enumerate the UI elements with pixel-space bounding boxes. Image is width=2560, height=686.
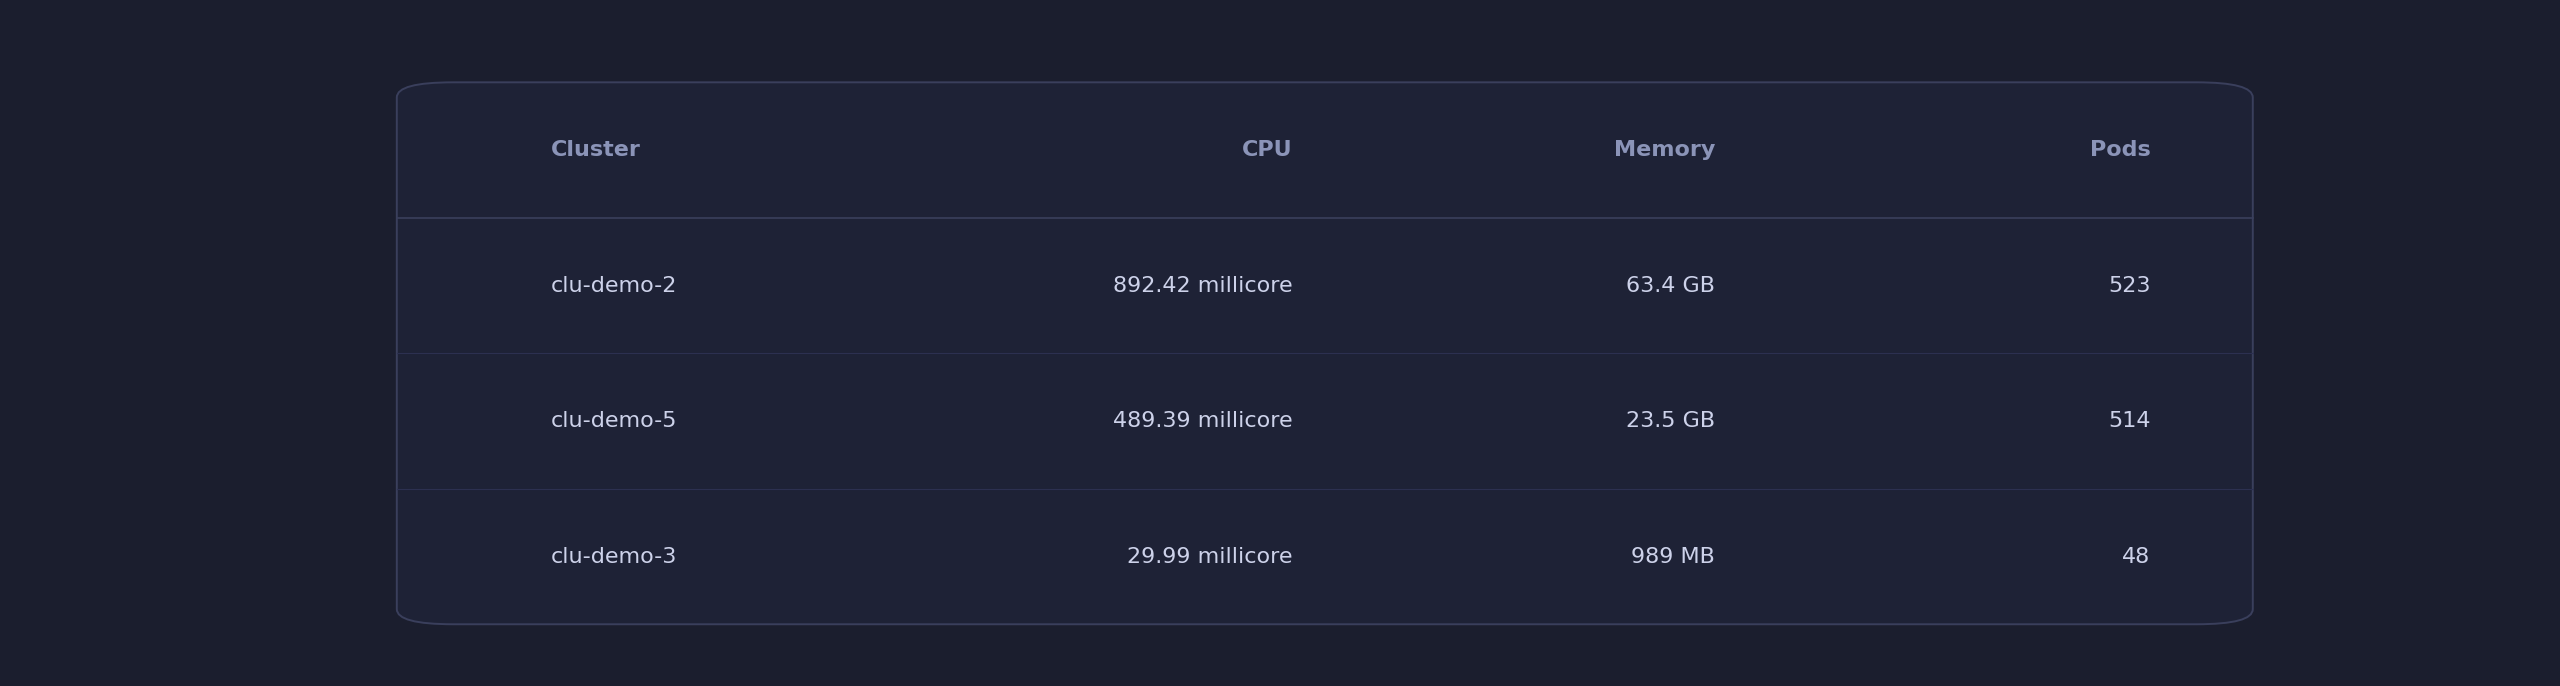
Text: Cluster: Cluster — [550, 140, 640, 160]
Text: 989 MB: 989 MB — [1631, 547, 1715, 567]
Text: 23.5 GB: 23.5 GB — [1626, 411, 1715, 431]
Text: 48: 48 — [2122, 547, 2150, 567]
Text: Memory: Memory — [1613, 140, 1715, 160]
Text: 514: 514 — [2107, 411, 2150, 431]
Text: Pods: Pods — [2089, 140, 2150, 160]
FancyBboxPatch shape — [397, 82, 2253, 624]
Text: clu-demo-2: clu-demo-2 — [550, 276, 676, 296]
Text: 63.4 GB: 63.4 GB — [1626, 276, 1715, 296]
Text: 489.39 millicore: 489.39 millicore — [1114, 411, 1293, 431]
Text: CPU: CPU — [1242, 140, 1293, 160]
Text: clu-demo-3: clu-demo-3 — [550, 547, 676, 567]
Text: 892.42 millicore: 892.42 millicore — [1114, 276, 1293, 296]
Text: 523: 523 — [2107, 276, 2150, 296]
Text: 29.99 millicore: 29.99 millicore — [1126, 547, 1293, 567]
Text: clu-demo-5: clu-demo-5 — [550, 411, 676, 431]
